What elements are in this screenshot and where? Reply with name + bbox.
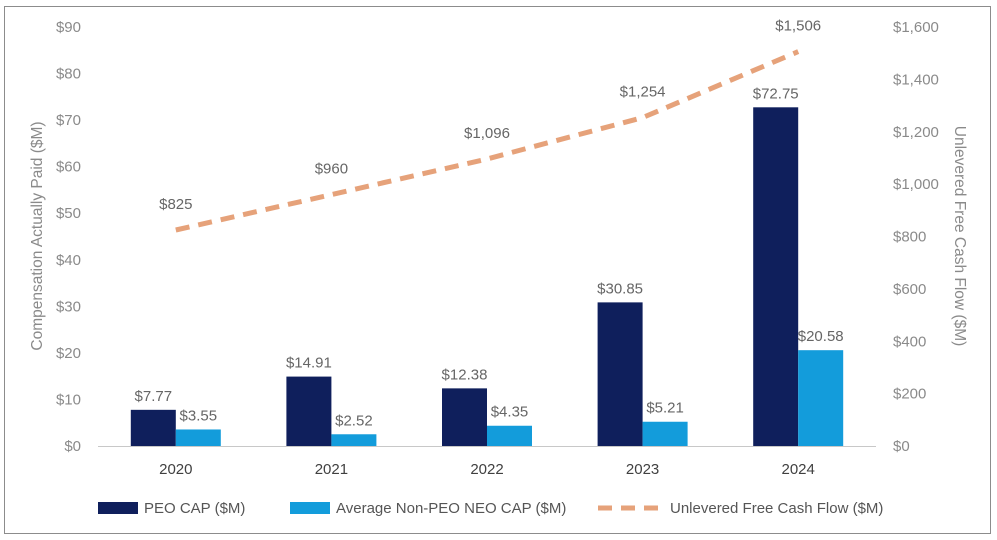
data-label: $30.85 bbox=[597, 280, 643, 297]
chart-frame bbox=[4, 6, 991, 534]
data-label: $4.35 bbox=[491, 404, 529, 421]
y-left-tick-label: $20 bbox=[56, 345, 81, 362]
bar-peo-cap bbox=[753, 107, 799, 446]
y-right-tick-label: $600 bbox=[893, 281, 926, 298]
legend-peo-cap-swatch bbox=[98, 502, 138, 514]
y-left-tick-label: $0 bbox=[64, 438, 81, 455]
bar-non-peo-neo-cap bbox=[487, 425, 532, 446]
x-tick-label: 2021 bbox=[315, 461, 348, 478]
y-right-tick-label: $1,000 bbox=[893, 176, 939, 193]
y-right-tick-label: $800 bbox=[893, 229, 926, 246]
line-data-label: $960 bbox=[315, 161, 348, 178]
bar-peo-cap bbox=[130, 409, 176, 446]
legend-unlevered-fcf-label: Unlevered Free Cash Flow ($M) bbox=[670, 500, 883, 517]
y-right-tick-label: $200 bbox=[893, 386, 926, 403]
data-label: $20.58 bbox=[798, 328, 844, 345]
legend-non-peo-neo-cap-label: Average Non-PEO NEO CAP ($M) bbox=[336, 500, 566, 517]
line-data-label: $1,506 bbox=[775, 18, 821, 35]
y-left-tick-label: $10 bbox=[56, 391, 81, 408]
data-label: $2.52 bbox=[335, 412, 373, 429]
data-label: $12.38 bbox=[442, 366, 488, 383]
line-unlevered-fcf bbox=[175, 49, 800, 233]
y-left-tick-label: $30 bbox=[56, 298, 81, 315]
y-left-tick-label: $40 bbox=[56, 252, 81, 269]
y-right-tick-label: $1,200 bbox=[893, 124, 939, 141]
x-tick-label: 2020 bbox=[159, 461, 192, 478]
y-right-tick-label: $400 bbox=[893, 333, 926, 350]
data-label: $72.75 bbox=[753, 85, 799, 102]
bar-non-peo-neo-cap bbox=[331, 434, 377, 446]
y-right-tick-label: $1,600 bbox=[893, 19, 939, 36]
y-left-tick-label: $80 bbox=[56, 66, 81, 83]
y-left-axis-title: Compensation Actually Paid ($M) bbox=[29, 121, 46, 350]
legend-peo-cap-label: PEO CAP ($M) bbox=[144, 500, 245, 517]
legend-non-peo-neo-cap-swatch bbox=[290, 502, 330, 514]
bar-non-peo-neo-cap bbox=[642, 421, 688, 446]
y-left-tick-label: $50 bbox=[56, 205, 81, 222]
data-label: $3.55 bbox=[180, 407, 218, 424]
x-tick-label: 2023 bbox=[626, 461, 659, 478]
x-tick-label: 2024 bbox=[782, 461, 815, 478]
x-tick-label: 2022 bbox=[470, 461, 503, 478]
line-data-label: $825 bbox=[159, 196, 192, 213]
line-data-label: $1,254 bbox=[620, 84, 666, 101]
data-label: $5.21 bbox=[646, 400, 684, 417]
y-right-tick-label: $1,400 bbox=[893, 71, 939, 88]
y-left-tick-label: $60 bbox=[56, 159, 81, 176]
data-label: $14.91 bbox=[286, 355, 332, 372]
data-label: $7.77 bbox=[135, 388, 173, 405]
y-right-axis-title: Unlevered Free Cash Flow ($M) bbox=[951, 126, 968, 347]
bar-peo-cap bbox=[597, 302, 643, 446]
bar-peo-cap bbox=[442, 388, 487, 446]
bar-peo-cap bbox=[286, 376, 332, 446]
bar-non-peo-neo-cap bbox=[175, 429, 221, 446]
bar-non-peo-neo-cap bbox=[798, 350, 844, 446]
line-data-label: $1,096 bbox=[464, 125, 510, 142]
y-right-tick-label: $0 bbox=[893, 438, 910, 455]
y-left-tick-label: $90 bbox=[56, 19, 81, 36]
y-left-tick-label: $70 bbox=[56, 112, 81, 129]
